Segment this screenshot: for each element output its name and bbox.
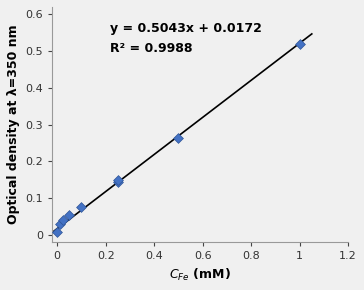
X-axis label: $C_{Fe}$ (mM): $C_{Fe}$ (mM) [169,267,231,283]
Point [297,41,302,46]
Point [115,177,121,182]
Point [115,179,121,184]
Text: R² = 0.9988: R² = 0.9988 [111,42,193,55]
Point [60,218,66,223]
Point [66,213,72,217]
Y-axis label: Optical density at λ=350 nm: Optical density at λ=350 nm [7,25,20,224]
Point [79,205,84,210]
Point [175,135,181,140]
Point [54,230,60,234]
Point [57,222,63,226]
Text: y = 0.5043x + 0.0172: y = 0.5043x + 0.0172 [111,22,262,35]
